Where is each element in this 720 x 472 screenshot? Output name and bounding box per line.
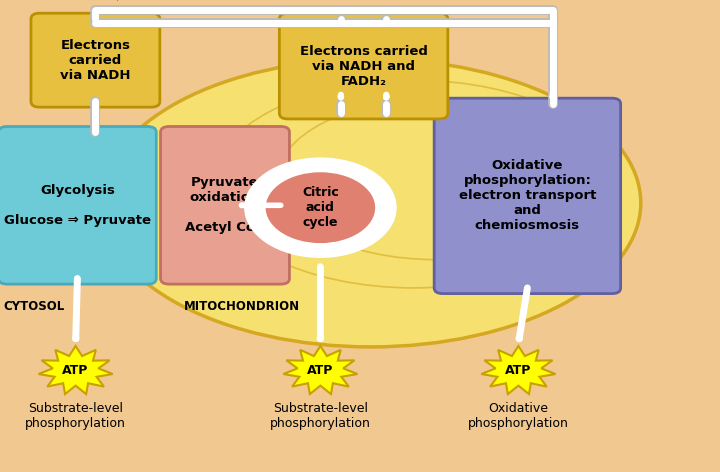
- Polygon shape: [39, 346, 112, 394]
- Text: MITOCHONDRION: MITOCHONDRION: [184, 300, 300, 313]
- Text: Oxidative
phosphorylation:
electron transport
and
chemiosmosis: Oxidative phosphorylation: electron tran…: [459, 160, 596, 232]
- Text: Electrons
carried
via NADH: Electrons carried via NADH: [60, 39, 130, 82]
- Text: Glycolysis

Glucose ⇒ Pyruvate: Glycolysis Glucose ⇒ Pyruvate: [4, 184, 151, 227]
- FancyBboxPatch shape: [279, 13, 448, 119]
- Text: CYTOSOL: CYTOSOL: [4, 300, 65, 313]
- Text: © 2011 Pearson Education, Inc.: © 2011 Pearson Education, Inc.: [4, 0, 137, 2]
- Text: ATP: ATP: [63, 364, 89, 377]
- FancyBboxPatch shape: [434, 98, 621, 294]
- Text: Substrate-level
phosphorylation: Substrate-level phosphorylation: [270, 402, 371, 430]
- FancyBboxPatch shape: [161, 126, 289, 284]
- FancyBboxPatch shape: [0, 126, 156, 284]
- Polygon shape: [284, 346, 357, 394]
- Ellipse shape: [101, 59, 641, 347]
- Text: Substrate-level
phosphorylation: Substrate-level phosphorylation: [25, 402, 126, 430]
- Text: ATP: ATP: [505, 364, 531, 377]
- Text: Electrons carried
via NADH and
FADH₂: Electrons carried via NADH and FADH₂: [300, 44, 428, 88]
- Polygon shape: [482, 346, 555, 394]
- Text: Pyruvate
oxidation

Acetyl CoA: Pyruvate oxidation Acetyl CoA: [185, 177, 265, 234]
- Circle shape: [264, 171, 377, 244]
- Text: Citric
acid
cycle: Citric acid cycle: [302, 186, 339, 229]
- Text: Oxidative
phosphorylation: Oxidative phosphorylation: [468, 402, 569, 430]
- FancyBboxPatch shape: [31, 13, 160, 107]
- Circle shape: [245, 158, 396, 257]
- Text: ATP: ATP: [307, 364, 333, 377]
